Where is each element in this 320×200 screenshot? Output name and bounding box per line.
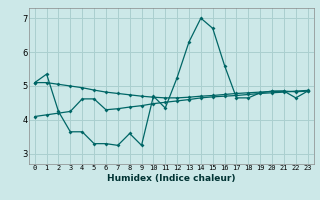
X-axis label: Humidex (Indice chaleur): Humidex (Indice chaleur) (107, 174, 236, 183)
